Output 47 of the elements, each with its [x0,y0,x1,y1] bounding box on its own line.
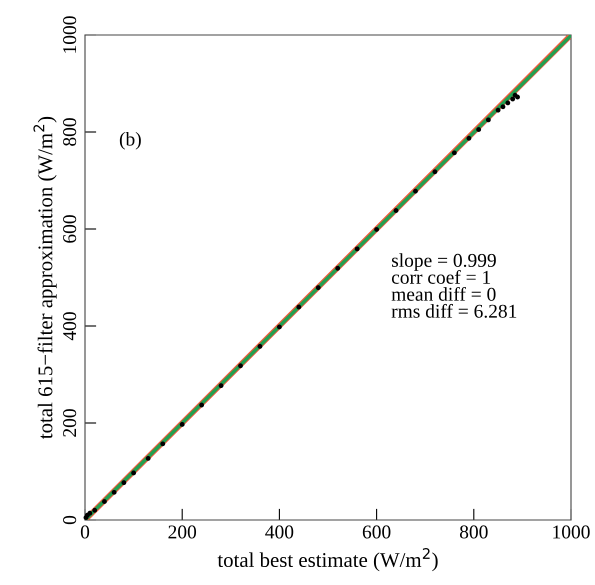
point [505,100,510,106]
point [238,363,243,368]
point [496,108,501,113]
point [258,344,262,349]
annotation: (b) [120,132,141,150]
point [92,508,98,513]
point [131,470,136,476]
point [335,266,340,271]
point [500,104,506,110]
y-tick-label: 200 [63,409,76,437]
point [466,136,472,141]
y-tick-label: 600 [63,215,76,243]
x-tick-label: 800 [460,525,488,539]
annotation: slope = 0.999 corr coef = 1 mean diff = 0 rms diff = 6.281 [392,253,516,318]
point [316,285,321,290]
point [413,188,418,194]
point [432,169,438,174]
point [180,422,185,427]
x-axis-title: total best estimate (W/m$^{2}$) [218,548,438,572]
y-tick-label: 0 [63,516,76,524]
point [276,324,282,330]
point [121,480,126,486]
point [452,150,457,156]
point [112,490,117,495]
point [296,304,302,310]
y-tick-label: 400 [63,312,76,340]
point [515,94,520,100]
point [510,96,516,102]
x-tick-label: 400 [265,525,294,539]
point [199,402,204,408]
x-tick-label: 0 [80,525,90,539]
point [146,456,151,461]
point [394,208,398,213]
point [160,441,166,446]
x-tick-label: 600 [362,525,390,539]
point [218,383,224,388]
y-axis-title: total 615−filter approximation (W/m$^{2}$) [33,116,57,439]
y-tick-label: 1000 [63,16,76,53]
point [374,227,380,232]
x-tick-label: 200 [168,525,196,539]
point [102,499,107,504]
point [354,246,360,252]
point [87,510,92,516]
point [486,117,491,122]
x-tick-label: 1000 [553,525,590,539]
y-tick-label: 800 [63,118,76,146]
point [476,127,482,132]
